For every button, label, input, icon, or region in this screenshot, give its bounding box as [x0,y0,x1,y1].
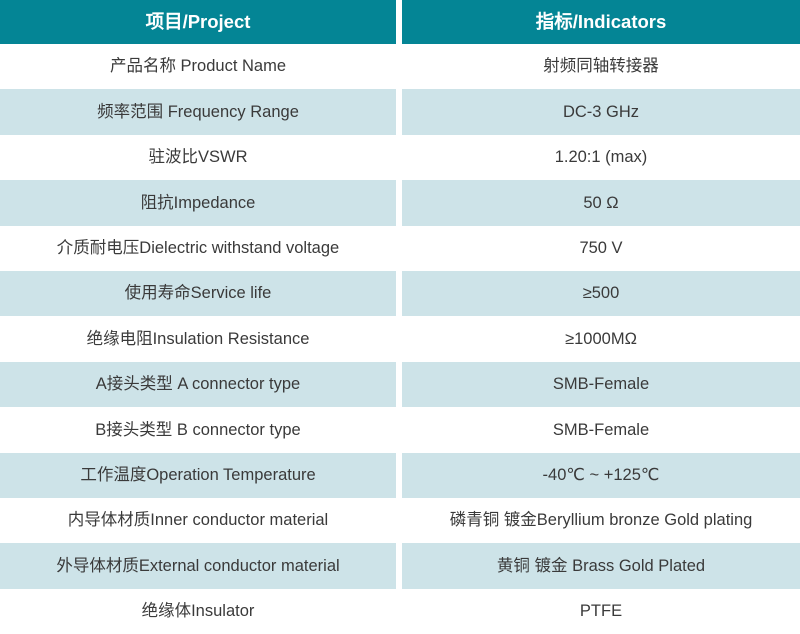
header-cell-indicators: 指标/Indicators [402,0,800,44]
project-cell: A接头类型 A connector type [0,361,396,408]
table-row-inner-conductor-material: 内导体材质Inner conductor material 磷青铜 镀金Bery… [0,497,800,544]
column-divider [396,316,402,362]
project-cell: 频率范围 Frequency Range [0,89,396,135]
indicator-cell: -40℃ ~ +125℃ [402,452,800,498]
project-cell: B接头类型 B connector type [95,420,301,439]
indicator-cell: DC-3 GHz [402,89,800,135]
table-row-vswr: 驻波比VSWR 1.20:1 (max) [0,134,800,181]
indicator-cell: ≥500 [402,270,800,317]
table-row-b-connector-type: B接头类型 B connector type SMB-Female [0,407,800,453]
column-divider [396,497,402,544]
project-cell: 产品名称 Product Name [109,57,287,76]
indicator-cell: 1.20:1 (max) [554,148,648,167]
indicator-cell: SMB-Female [552,420,650,439]
column-divider [396,588,402,634]
project-cell: 工作温度Operation Temperature [0,452,396,498]
column-divider [396,543,402,589]
indicator-cell: 射频同轴转接器 [543,57,659,76]
column-divider [396,180,402,226]
table-row-insulator: 绝缘体Insulator PTFE [0,588,800,634]
table-row-insulation-resistance: 绝缘电阻Insulation Resistance ≥1000MΩ [0,316,800,362]
column-divider [396,361,402,408]
column-divider [396,44,402,90]
table-row-service-life: 使用寿命Service life ≥500 [0,270,800,317]
indicator-cell: ≥1000MΩ [565,329,637,348]
table-row-a-connector-type: A接头类型 A connector type SMB-Female [0,361,800,408]
indicator-cell: 磷青铜 镀金Beryllium bronze Gold plating [449,511,753,530]
table-row-operation-temperature: 工作温度Operation Temperature -40℃ ~ +125℃ [0,452,800,498]
column-divider [396,270,402,317]
column-divider [396,134,402,181]
column-divider [396,0,402,44]
column-divider [396,225,402,271]
indicator-cell: PTFE [579,602,623,621]
indicator-cell: SMB-Female [402,361,800,408]
project-cell: 外导体材质External conductor material [0,543,396,589]
column-divider [396,407,402,453]
table-row-impedance: 阻抗Impedance 50 Ω [0,180,800,226]
project-cell: 驻波比VSWR [148,148,248,167]
project-cell: 介质耐电压Dielectric withstand voltage [56,238,340,257]
table-row-external-conductor-material: 外导体材质External conductor material 黄铜 镀金 B… [0,543,800,589]
column-divider [396,89,402,135]
table-row-dielectric-withstand-voltage: 介质耐电压Dielectric withstand voltage 750 V [0,225,800,271]
project-cell: 使用寿命Service life [0,270,396,317]
indicator-cell: 750 V [579,238,623,257]
indicator-cell: 黄铜 镀金 Brass Gold Plated [402,543,800,589]
project-cell: 内导体材质Inner conductor material [67,511,329,530]
header-cell-project: 项目/Project [0,0,396,44]
project-cell: 绝缘电阻Insulation Resistance [86,329,310,348]
column-divider [396,452,402,498]
table-row-product-name: 产品名称 Product Name 射频同轴转接器 [0,44,800,90]
table-row-frequency-range: 频率范围 Frequency Range DC-3 GHz [0,89,800,135]
indicator-cell: 50 Ω [402,180,800,226]
project-cell: 阻抗Impedance [0,180,396,226]
table-header-row: 项目/Project 指标/Indicators [0,0,800,44]
project-cell: 绝缘体Insulator [141,602,255,621]
